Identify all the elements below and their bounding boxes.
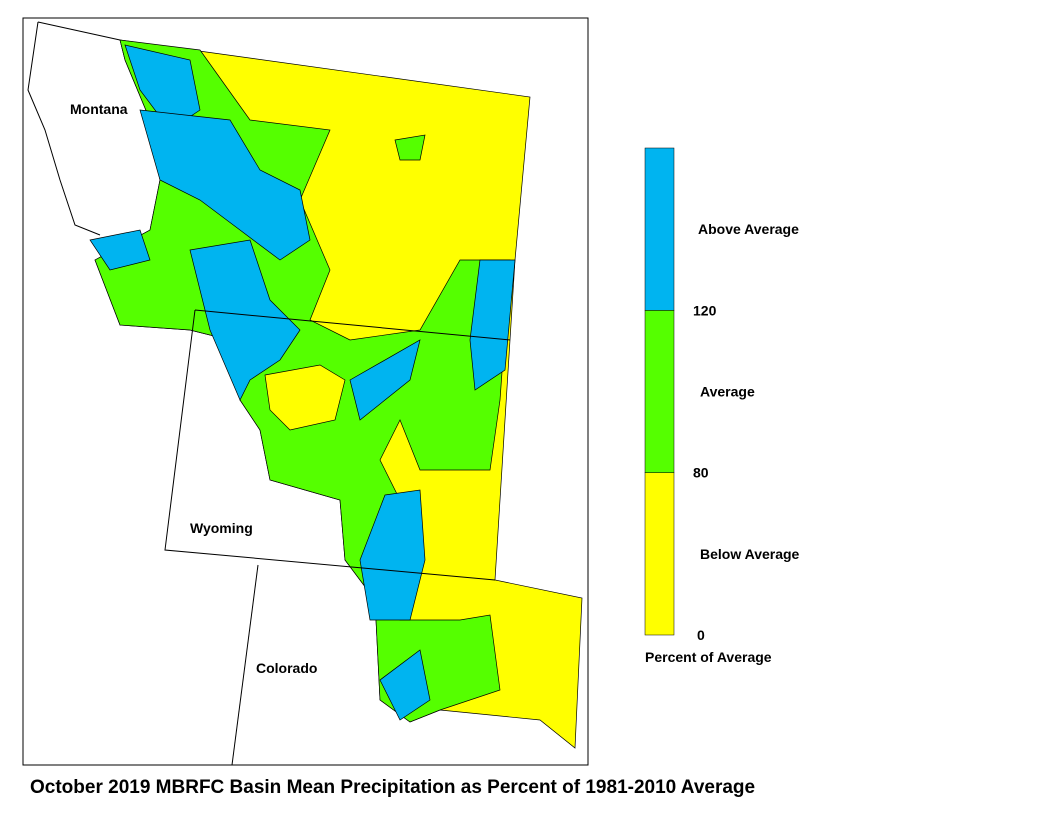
legend-swatch <box>644 472 675 636</box>
legend-label: Average <box>700 384 755 400</box>
legend-tick: 0 <box>697 627 705 643</box>
basin-above <box>89 229 151 271</box>
basin-above <box>469 259 516 391</box>
legend-tick: 80 <box>693 465 709 481</box>
legend-label: Above Average <box>698 221 799 237</box>
montana-border <box>27 21 121 236</box>
legend: Below Average Average Above Average 0 80 120 <box>644 147 800 643</box>
legend-title: Percent of Average <box>645 649 772 665</box>
legend-swatch <box>644 310 675 473</box>
state-label: Colorado <box>256 660 317 676</box>
legend-swatch <box>644 147 675 311</box>
basin-above <box>359 489 426 621</box>
basin-above <box>349 339 421 421</box>
basin-below <box>264 364 346 431</box>
caption: October 2019 MBRFC Basin Mean Precipitat… <box>30 777 755 798</box>
wyoming-border <box>164 309 511 581</box>
state-label: Wyoming <box>190 520 253 536</box>
basin-above <box>189 239 301 401</box>
basin-map <box>89 39 583 749</box>
state-borders <box>27 21 511 766</box>
state-label: Montana <box>70 101 128 117</box>
legend-tick: 120 <box>693 302 717 318</box>
basin-above <box>139 109 311 261</box>
basin-average <box>394 134 426 161</box>
basin-above <box>379 649 431 721</box>
colorado-border <box>231 564 259 766</box>
legend-label: Below Average <box>700 546 800 562</box>
